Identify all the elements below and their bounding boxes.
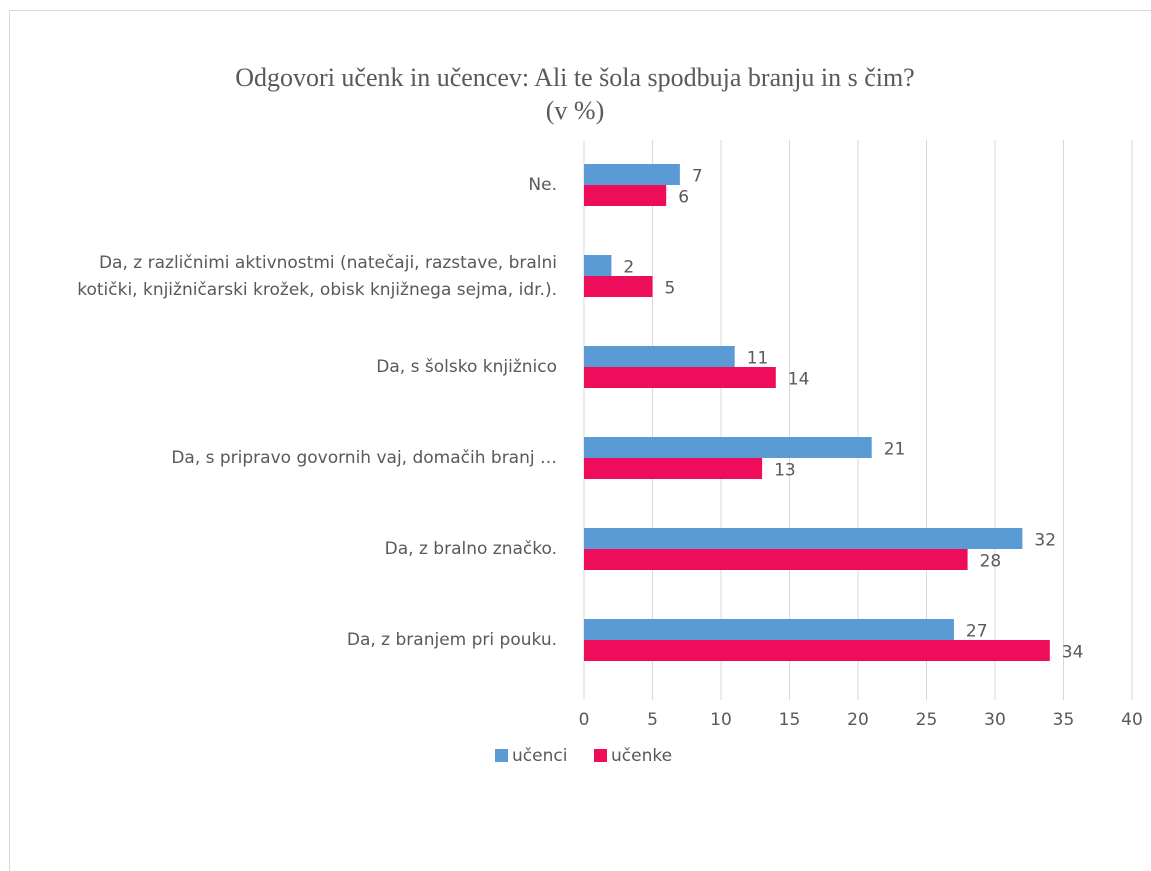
legend-label: učenke xyxy=(611,746,672,766)
bar xyxy=(584,619,954,640)
y-tick-label: Da, z bralno značko. xyxy=(385,539,557,559)
data-label: 5 xyxy=(665,279,676,299)
data-label: 13 xyxy=(774,461,796,481)
y-tick-label: Da, z branjem pri pouku. xyxy=(347,630,557,650)
x-tick-label: 15 xyxy=(779,710,801,730)
bar xyxy=(584,164,680,185)
legend-swatch xyxy=(594,749,607,762)
bar xyxy=(584,255,612,276)
legend-label: učenci xyxy=(512,746,567,766)
data-label: 7 xyxy=(692,167,703,187)
data-label: 27 xyxy=(966,622,988,642)
data-label: 21 xyxy=(884,440,906,460)
x-tick-label: 35 xyxy=(1053,710,1075,730)
bar xyxy=(584,458,763,479)
bar xyxy=(584,528,1023,549)
y-tick-label: Da, s pripravo govornih vaj, domačih bra… xyxy=(171,448,557,468)
chart-border xyxy=(9,10,1151,871)
y-tick-label: Da, z različnimi aktivnostmi (natečaji, … xyxy=(99,253,557,273)
x-tick-label: 30 xyxy=(984,710,1006,730)
y-tick-label: kotički, knjižničarski krožek, obisk knj… xyxy=(77,280,557,300)
bar xyxy=(584,640,1050,661)
y-tick-label: Da, s šolsko knjižnico xyxy=(376,357,557,377)
bar xyxy=(584,437,872,458)
chart-title: (v %) xyxy=(546,96,604,125)
bar xyxy=(584,367,776,388)
x-tick-label: 5 xyxy=(647,710,658,730)
data-label: 32 xyxy=(1034,531,1056,551)
data-label: 2 xyxy=(623,258,634,278)
bar xyxy=(584,276,653,297)
data-label: 34 xyxy=(1062,643,1084,663)
y-tick-label: Ne. xyxy=(528,175,557,195)
data-label: 28 xyxy=(980,552,1002,572)
bar xyxy=(584,185,667,206)
data-label: 6 xyxy=(678,188,689,208)
x-tick-label: 10 xyxy=(710,710,732,730)
data-label: 11 xyxy=(747,349,769,369)
chart-title: Odgovori učenk in učencev: Ali te šola s… xyxy=(235,63,914,92)
x-tick-label: 40 xyxy=(1121,710,1143,730)
x-tick-label: 20 xyxy=(847,710,869,730)
data-label: 14 xyxy=(788,370,810,390)
x-tick-label: 25 xyxy=(916,710,938,730)
bar xyxy=(584,549,968,570)
x-tick-label: 0 xyxy=(579,710,590,730)
legend-swatch xyxy=(495,749,508,762)
bar xyxy=(584,346,735,367)
